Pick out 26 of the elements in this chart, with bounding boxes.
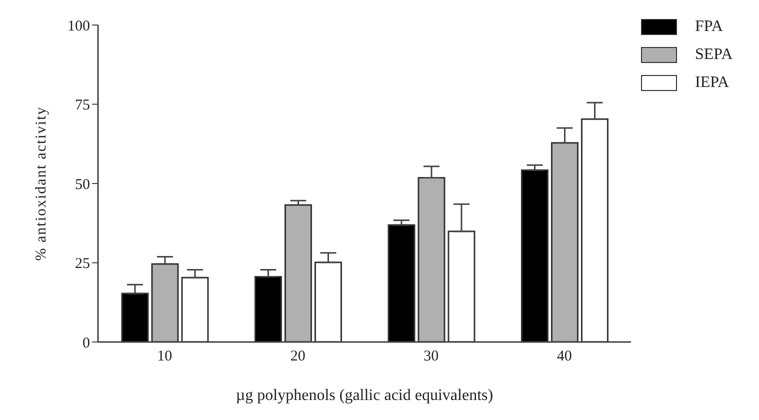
- bar: [448, 230, 476, 342]
- x-tick-label: 30: [424, 348, 439, 365]
- legend-label: SEPA: [695, 45, 733, 65]
- x-axis-title: µg polyphenols (gallic acid equivalents): [236, 387, 494, 404]
- x-tick-label: 40: [556, 348, 572, 365]
- bar: [418, 177, 446, 342]
- bar: [151, 263, 179, 342]
- y-tick-label: 100: [68, 18, 90, 34]
- bar: [520, 169, 548, 342]
- bar: [121, 292, 149, 342]
- y-tick-label: 75: [75, 98, 90, 114]
- y-tick-label: 25: [75, 256, 90, 272]
- bar: [388, 224, 416, 342]
- bar: [254, 276, 282, 342]
- x-tick-label: 10: [157, 348, 172, 365]
- bar: [284, 204, 312, 342]
- legend-label: IEPA: [695, 73, 730, 93]
- legend-label: FPA: [695, 17, 723, 37]
- y-tick-label: 50: [75, 176, 90, 193]
- x-tick-label: 20: [290, 348, 306, 365]
- bar: [580, 118, 608, 342]
- bar: [181, 276, 209, 342]
- y-axis-title: % antioxidant activity: [33, 106, 50, 261]
- bar: [550, 142, 578, 342]
- bar: [314, 262, 342, 342]
- y-tick-label: 0: [82, 335, 90, 352]
